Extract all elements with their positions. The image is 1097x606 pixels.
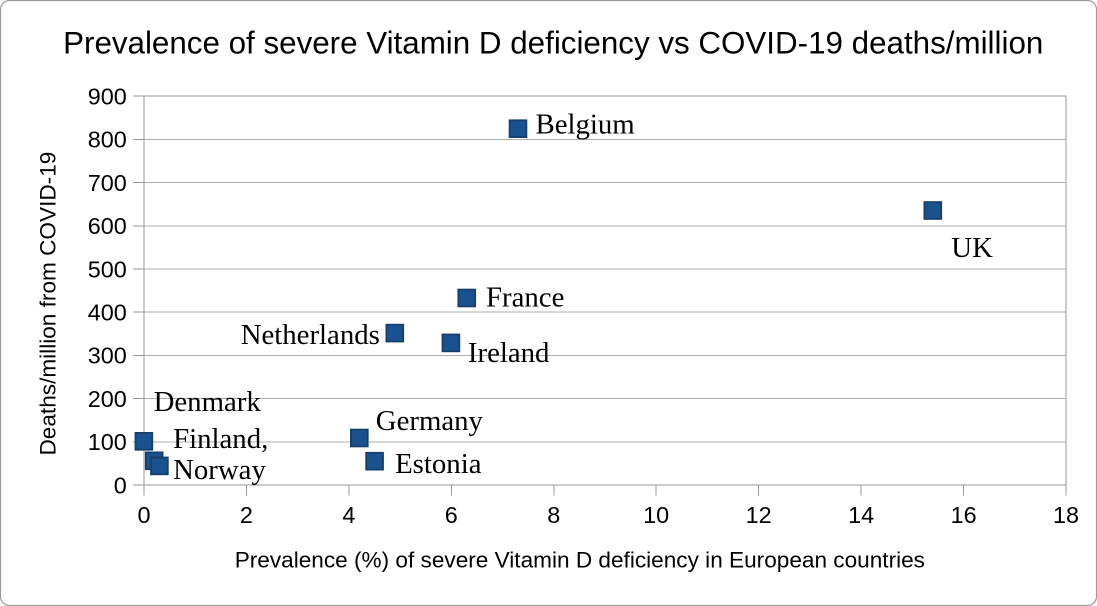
svg-text:UK: UK bbox=[951, 232, 993, 264]
svg-text:16: 16 bbox=[951, 502, 977, 528]
svg-text:Prevalence of severe Vitamin D: Prevalence of severe Vitamin D deficienc… bbox=[63, 25, 1043, 60]
svg-text:10: 10 bbox=[643, 502, 669, 528]
svg-text:Norway: Norway bbox=[173, 454, 266, 486]
svg-text:600: 600 bbox=[88, 213, 127, 239]
svg-text:Belgium: Belgium bbox=[536, 109, 635, 141]
svg-text:2: 2 bbox=[240, 502, 253, 528]
svg-text:Estonia: Estonia bbox=[395, 448, 482, 480]
svg-text:France: France bbox=[486, 282, 564, 314]
svg-text:14: 14 bbox=[848, 502, 874, 528]
svg-text:12: 12 bbox=[746, 502, 772, 528]
svg-text:Prevalence (%) of severe Vitam: Prevalence (%) of severe Vitamin D defic… bbox=[235, 548, 925, 573]
svg-text:8: 8 bbox=[547, 502, 560, 528]
svg-text:700: 700 bbox=[88, 170, 127, 196]
svg-text:0: 0 bbox=[137, 502, 150, 528]
svg-text:400: 400 bbox=[88, 300, 127, 326]
svg-text:Denmark: Denmark bbox=[154, 386, 262, 418]
svg-text:0: 0 bbox=[114, 472, 127, 498]
svg-text:Germany: Germany bbox=[376, 405, 484, 437]
svg-text:Deaths/million from COVID-19: Deaths/million from COVID-19 bbox=[36, 152, 61, 456]
svg-text:100: 100 bbox=[88, 429, 127, 455]
svg-text:6: 6 bbox=[445, 502, 458, 528]
svg-text:500: 500 bbox=[88, 256, 127, 282]
svg-text:4: 4 bbox=[342, 502, 355, 528]
svg-text:200: 200 bbox=[88, 386, 127, 412]
svg-text:900: 900 bbox=[88, 83, 127, 109]
svg-text:300: 300 bbox=[88, 343, 127, 369]
svg-text:Ireland: Ireland bbox=[468, 337, 550, 369]
svg-text:Finland,: Finland, bbox=[173, 423, 268, 455]
svg-text:Netherlands: Netherlands bbox=[241, 319, 380, 351]
svg-text:800: 800 bbox=[88, 127, 127, 153]
svg-text:18: 18 bbox=[1053, 502, 1079, 528]
